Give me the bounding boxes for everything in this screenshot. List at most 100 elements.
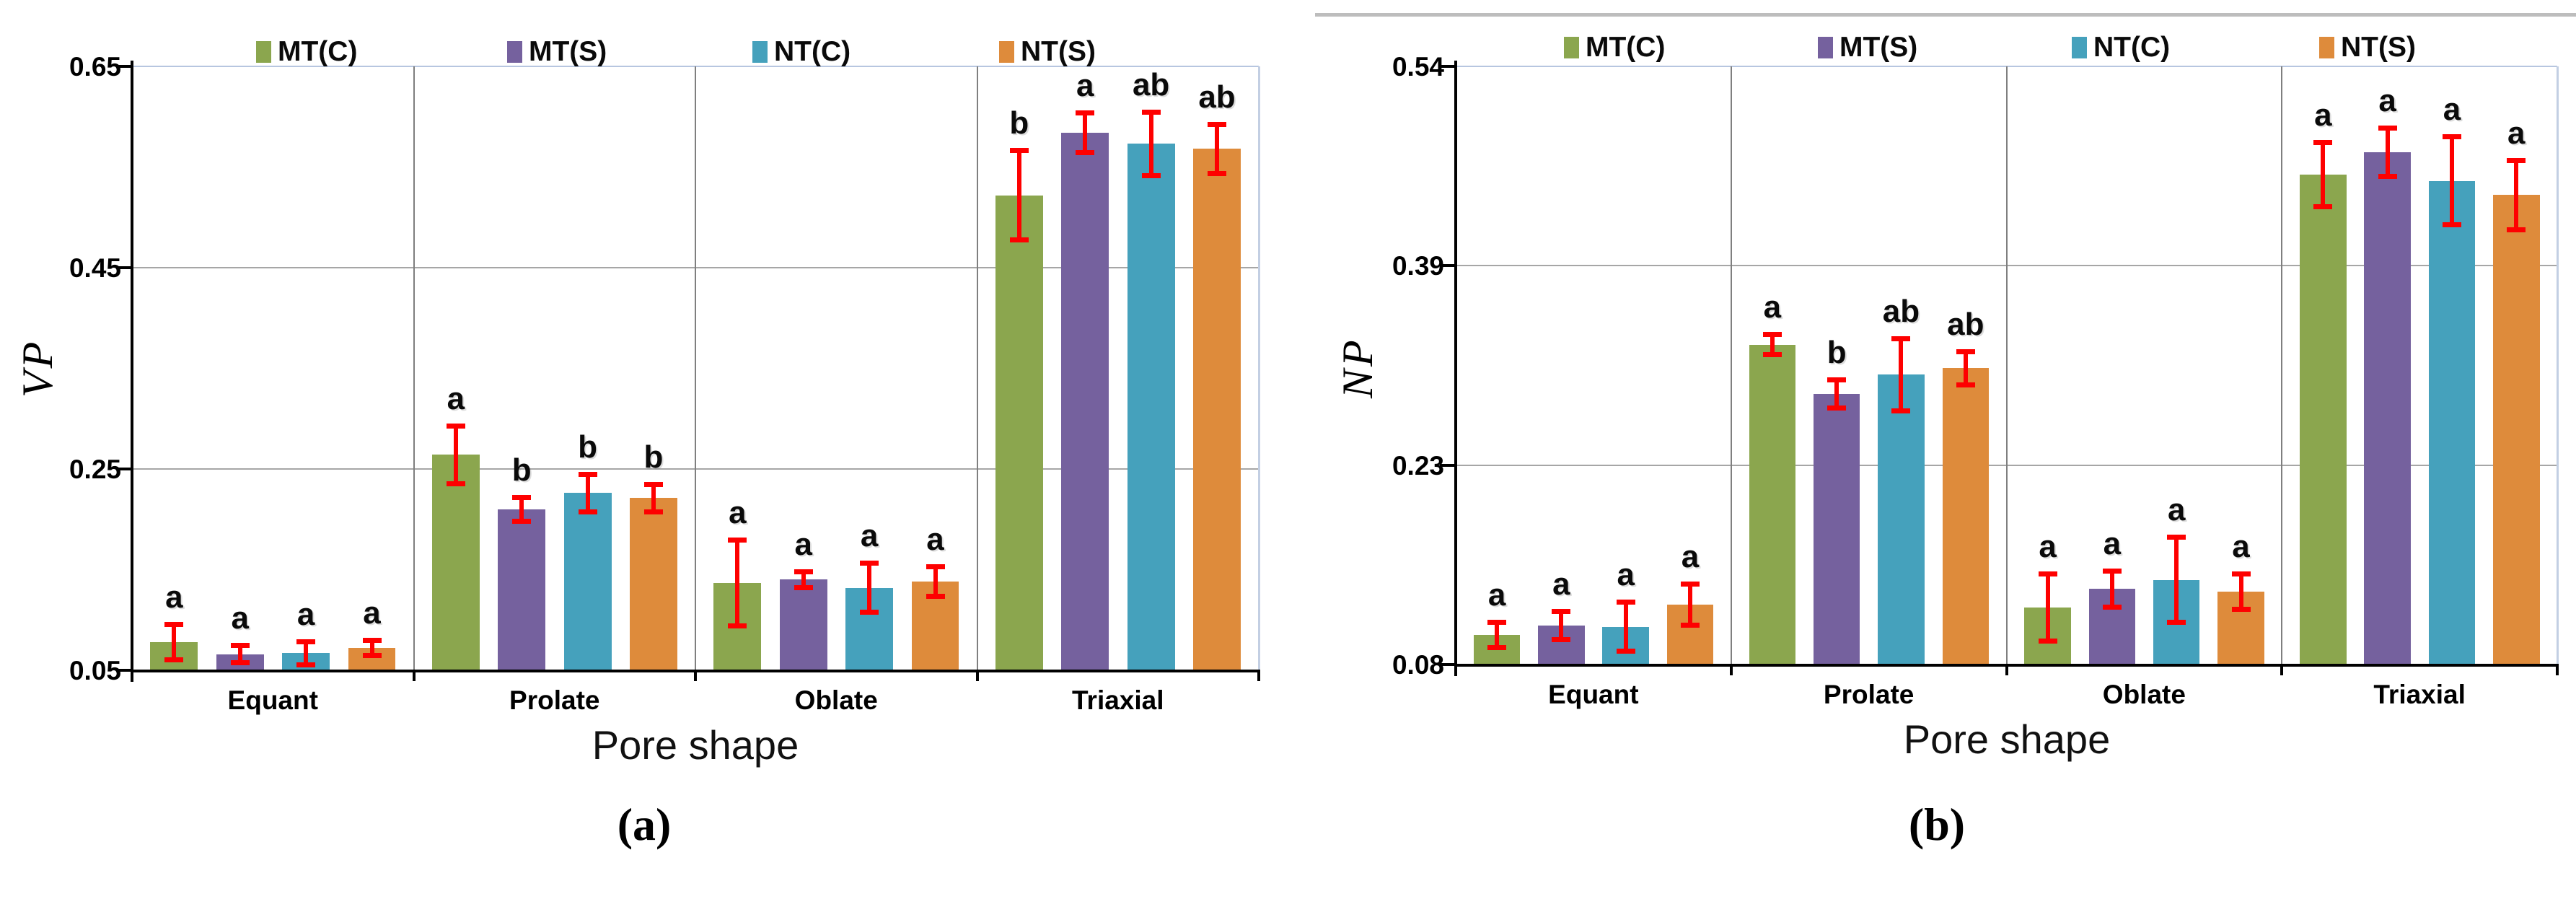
significance-letter: a bbox=[363, 595, 381, 631]
error-bar-bottom-cap bbox=[2442, 222, 2461, 227]
bar-NT(C) bbox=[2428, 180, 2476, 665]
category-label: Equant bbox=[1548, 680, 1639, 709]
legend-label: NT(S) bbox=[2341, 32, 2416, 63]
y-tick-label: 0.54 bbox=[1392, 52, 1444, 82]
significance-letter: a bbox=[729, 494, 747, 530]
error-bar-top-cap bbox=[2442, 134, 2461, 140]
error-bar-bottom-cap bbox=[164, 657, 184, 663]
bar-MT(C) bbox=[1749, 344, 1796, 665]
legend-swatch-icon bbox=[256, 41, 271, 63]
error-bar-bottom-cap bbox=[2231, 607, 2251, 613]
error-bar-bottom-cap bbox=[1891, 408, 1911, 413]
error-bar bbox=[1016, 149, 1021, 241]
error-bar bbox=[1559, 611, 1564, 640]
y-tick-label: 0.39 bbox=[1392, 251, 1444, 281]
error-bar-bottom-cap bbox=[2038, 638, 2057, 644]
significance-letter: a bbox=[1076, 68, 1094, 104]
bar-NT(S) bbox=[2493, 195, 2540, 665]
error-bar bbox=[237, 645, 242, 664]
error-bar-top-cap bbox=[728, 537, 747, 543]
error-bar-bottom-cap bbox=[1762, 352, 1782, 358]
category-separator bbox=[1730, 66, 1732, 665]
error-bar-bottom-cap bbox=[446, 481, 465, 486]
error-bar-bottom-cap bbox=[1827, 405, 1847, 411]
error-bar-bottom-cap bbox=[860, 610, 879, 615]
significance-letter: a bbox=[165, 579, 183, 615]
significance-letter: a bbox=[1617, 557, 1635, 593]
category-label: Oblate bbox=[2102, 680, 2186, 709]
bar-NT(C) bbox=[1127, 144, 1175, 670]
bar-MT(S) bbox=[498, 509, 546, 670]
x-tick-mark bbox=[1454, 665, 1457, 675]
error-bar-bottom-cap bbox=[1208, 171, 1226, 177]
error-bar-top-cap bbox=[794, 569, 813, 575]
plot-right-border bbox=[1258, 66, 1260, 670]
error-bar-top-cap bbox=[1891, 336, 1911, 341]
y-axis-line bbox=[131, 61, 133, 682]
y-axis-title-vp: VP bbox=[14, 338, 61, 398]
bar-NT(S) bbox=[630, 498, 677, 670]
error-bar-top-cap bbox=[2378, 125, 2397, 131]
error-bar bbox=[585, 473, 590, 512]
legend-item-MT(S): MT(S) bbox=[1818, 32, 1917, 63]
y-tick-mark bbox=[116, 65, 132, 68]
error-bar bbox=[1834, 380, 1839, 408]
legend-item-MT(C): MT(C) bbox=[1564, 32, 1665, 63]
bar-MT(C) bbox=[2300, 174, 2347, 665]
category-label: Prolate bbox=[509, 685, 600, 715]
x-tick-mark bbox=[975, 670, 979, 681]
category-separator bbox=[2281, 66, 2283, 665]
legend-item-MT(C): MT(C) bbox=[256, 36, 357, 68]
y-tick-mark bbox=[1440, 264, 1456, 268]
y-tick-label: 0.45 bbox=[69, 253, 121, 283]
error-bar bbox=[735, 539, 740, 626]
legend-swatch-icon bbox=[507, 41, 522, 63]
significance-letter: a bbox=[1487, 576, 1506, 613]
y-tick-mark bbox=[116, 468, 132, 470]
error-bar-bottom-cap bbox=[2507, 227, 2526, 233]
significance-letter: a bbox=[2314, 97, 2332, 133]
category-separator bbox=[2005, 66, 2008, 665]
error-bar bbox=[2449, 136, 2454, 225]
legend-swatch-icon bbox=[1818, 37, 1833, 58]
legend-swatch-icon bbox=[2319, 37, 2334, 58]
x-axis-title-a: Pore shape bbox=[592, 722, 799, 768]
bar-MT(C) bbox=[431, 455, 480, 670]
bar-MT(S) bbox=[779, 579, 827, 670]
error-bar-bottom-cap bbox=[728, 623, 747, 628]
error-bar bbox=[1770, 334, 1775, 356]
bar-MT(S) bbox=[2364, 152, 2411, 665]
x-tick-mark bbox=[1257, 670, 1260, 681]
legend-item-NT(S): NT(S) bbox=[2319, 32, 2416, 63]
error-bar bbox=[369, 640, 374, 657]
error-bar bbox=[172, 623, 177, 661]
error-bar-bottom-cap bbox=[296, 662, 316, 668]
significance-letter: b bbox=[1009, 105, 1029, 141]
error-bar bbox=[1148, 111, 1153, 177]
error-bar bbox=[1899, 338, 1904, 411]
error-bar-top-cap bbox=[926, 564, 945, 570]
x-tick-mark bbox=[1729, 665, 1733, 675]
x-tick-mark bbox=[2280, 665, 2284, 675]
error-bar-top-cap bbox=[1827, 377, 1847, 383]
error-bar-bottom-cap bbox=[230, 660, 250, 666]
bar-NT(S) bbox=[1942, 368, 1990, 665]
error-bar-bottom-cap bbox=[1076, 149, 1095, 155]
significance-letter: a bbox=[2378, 82, 2396, 118]
legend-item-NT(S): NT(S) bbox=[999, 36, 1096, 68]
significance-letter: a bbox=[1552, 566, 1570, 602]
category-label: Prolate bbox=[1823, 680, 1915, 709]
category-separator bbox=[695, 66, 696, 670]
category-label: Triaxial bbox=[2373, 680, 2466, 709]
significance-letter: ab bbox=[1947, 306, 1984, 342]
error-bar-bottom-cap bbox=[1009, 237, 1029, 243]
error-bar-top-cap bbox=[1141, 109, 1161, 115]
significance-letter: ab bbox=[1882, 293, 1920, 329]
category-separator bbox=[976, 66, 978, 670]
legend-item-MT(S): MT(S) bbox=[507, 36, 607, 68]
error-bar bbox=[519, 497, 524, 522]
error-bar bbox=[1083, 113, 1088, 153]
error-bar-top-cap bbox=[2167, 535, 2186, 540]
significance-letter: b bbox=[1827, 335, 1847, 371]
significance-letter: a bbox=[794, 527, 812, 563]
